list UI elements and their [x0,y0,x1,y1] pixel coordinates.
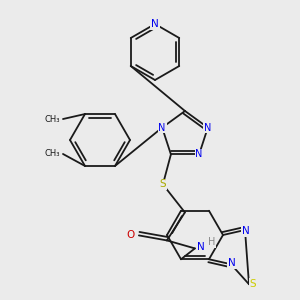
Text: N: N [151,19,159,29]
Text: N: N [228,258,236,268]
Text: N: N [242,226,250,236]
Text: S: S [160,179,166,189]
Text: CH₃: CH₃ [44,115,60,124]
Text: N: N [195,149,203,159]
Text: CH₃: CH₃ [44,149,60,158]
Text: N: N [158,123,166,133]
Text: N: N [204,123,212,133]
Text: N: N [197,242,205,252]
Text: H: H [208,237,215,248]
Text: O: O [127,230,135,240]
Text: S: S [250,279,256,289]
